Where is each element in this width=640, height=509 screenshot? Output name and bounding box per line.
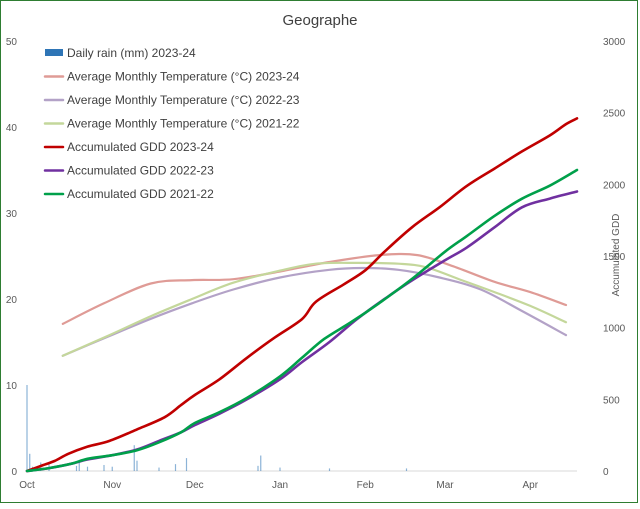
y-left-tick-label: 40 (6, 123, 18, 134)
rain-bar (26, 385, 28, 471)
rain-bar (260, 455, 262, 471)
y-right-tick-label: 2000 (603, 180, 626, 191)
rain-bar (86, 466, 89, 471)
rain-bar (185, 458, 188, 471)
x-tick-label: Oct (19, 480, 35, 491)
legend-swatch (45, 49, 63, 56)
series-line-g2122 (25, 168, 579, 473)
legend: Daily rain (mm) 2023-24 Average Monthly T… (43, 46, 300, 201)
rain-bar (75, 465, 78, 471)
rain-bar (158, 467, 160, 471)
legend-label: Accumulated GDD 2021-22 (67, 187, 214, 201)
legend-item-g2324: Accumulated GDD 2023-24 (43, 140, 214, 154)
legend-item-t2324: Average Monthly Temperature (°C) 2023-24 (43, 70, 300, 84)
legend-item-t2223: Average Monthly Temperature (°C) 2022-23 (43, 93, 300, 107)
rain-bar (257, 465, 259, 471)
rain-bar (279, 467, 281, 471)
legend-item-g2223: Accumulated GDD 2022-23 (43, 164, 214, 178)
series-line-g2223 (25, 190, 579, 473)
y-right-tick-label: 2500 (603, 109, 626, 120)
legend-item-rain: Daily rain (mm) 2023-24 (45, 46, 196, 60)
rain-bar (78, 460, 80, 471)
legend-label: Average Monthly Temperature (°C) 2023-24 (67, 70, 300, 84)
rain-bar (174, 464, 177, 471)
rain-bar (111, 466, 113, 471)
rain-bar (328, 468, 331, 471)
series-lines (25, 117, 579, 473)
y-left-tick-label: 50 (6, 37, 18, 48)
y-right-tick-label: 3000 (603, 37, 626, 48)
rain-bar (405, 468, 408, 471)
x-tick-label: Feb (357, 480, 375, 491)
x-tick-label: Mar (436, 480, 454, 491)
series-line-t2122 (61, 261, 568, 357)
legend-label: Accumulated GDD 2022-23 (67, 164, 214, 178)
legend-item-g2122: Accumulated GDD 2021-22 (43, 187, 214, 201)
y-left-tick-label: 0 (11, 467, 17, 478)
x-tick-label: Apr (522, 480, 538, 491)
legend-item-t2122: Average Monthly Temperature (°C) 2021-22 (43, 117, 300, 131)
series-line-t2223 (61, 266, 568, 357)
x-tick-label: Jan (272, 480, 288, 491)
rain-bar (133, 445, 135, 471)
legend-label: Average Monthly Temperature (°C) 2022-23 (67, 93, 300, 107)
rain-bars (26, 385, 408, 471)
y-left-tick-label: 20 (6, 295, 18, 306)
chart-title: Geographe (282, 12, 357, 29)
legend-label: Average Monthly Temperature (°C) 2021-22 (67, 117, 300, 131)
x-tick-label: Nov (103, 480, 121, 491)
y-right-tick-label: 1500 (603, 252, 626, 263)
rain-bar (136, 460, 138, 471)
legend-label: Daily rain (mm) 2023-24 (67, 46, 196, 60)
y-right-tick-label: 1000 (603, 324, 626, 335)
series-line-g2324 (25, 117, 579, 473)
rain-bar (29, 453, 31, 471)
legend-label: Accumulated GDD 2023-24 (67, 140, 214, 154)
y-left-tick-label: 10 (6, 381, 18, 392)
right-axis-title: Accumulated GDD (611, 214, 622, 297)
x-tick-label: Dec (186, 480, 204, 491)
rain-bar (103, 464, 105, 471)
y-right-tick-label: 500 (603, 395, 620, 406)
y-right-tick-label: 0 (603, 467, 609, 478)
y-left-tick-label: 30 (6, 209, 18, 220)
